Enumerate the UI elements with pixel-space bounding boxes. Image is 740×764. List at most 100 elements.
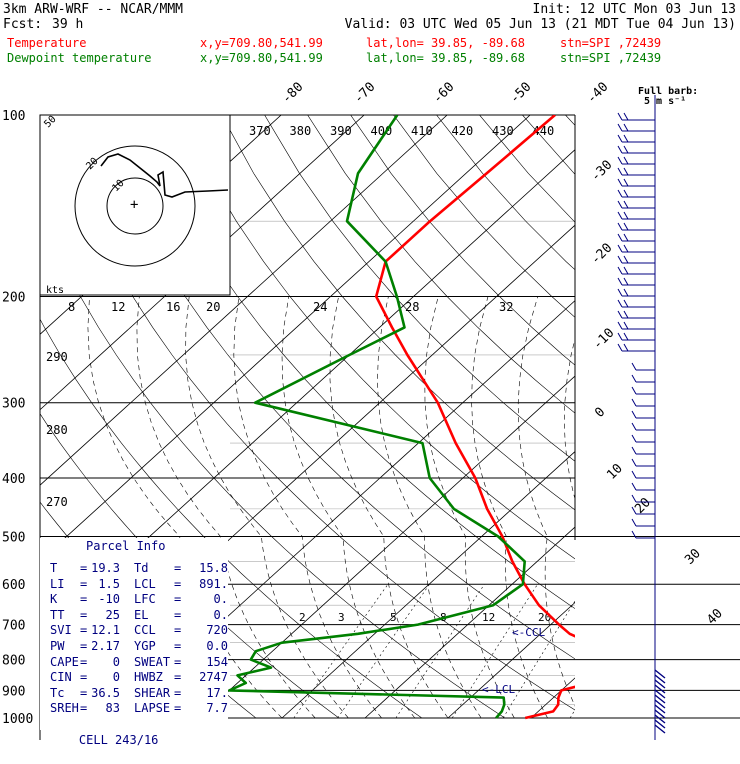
parcel-v1: 0 xyxy=(113,655,120,671)
wind-barb-flag xyxy=(624,278,628,285)
wind-barb-flag xyxy=(618,201,622,208)
parcel-equals: = xyxy=(80,655,87,671)
parcel-v2: 891. xyxy=(199,577,228,593)
wind-barb-flag xyxy=(624,234,628,241)
parcel-v2: 0. xyxy=(214,608,228,624)
wind-barb-flag xyxy=(632,435,636,442)
wind-barb-flag xyxy=(624,300,628,307)
isotherm-label: -40 xyxy=(584,80,611,107)
theta-label: 390 xyxy=(330,124,352,138)
parcel-equals: = xyxy=(174,639,181,655)
wind-barb-flag xyxy=(618,124,622,131)
parcel-l1: Tc xyxy=(50,686,64,702)
pressure-label-100: 100 xyxy=(2,109,25,124)
pressure-label-500: 500 xyxy=(2,530,25,545)
wind-barb-flag xyxy=(624,322,628,329)
theta-label: 370 xyxy=(249,124,271,138)
theta-left-label: 270 xyxy=(46,495,68,509)
parcel-l1: K xyxy=(50,592,57,608)
theta-label: 430 xyxy=(492,124,514,138)
parcel-equals: = xyxy=(174,608,181,624)
parcel-l1: SVI xyxy=(50,623,72,639)
parcel-v2: 720 xyxy=(206,623,228,639)
parcel-l1: LI xyxy=(50,577,64,593)
wind-barb-flag xyxy=(624,168,628,175)
isotherm-label: -20 xyxy=(588,241,615,268)
isotherm-label: -80 xyxy=(279,80,306,107)
parcel-v1: 36.5 xyxy=(91,686,120,702)
dry-adiabat xyxy=(222,115,740,718)
lcl-marker: <-LCL xyxy=(482,683,515,696)
isotherm xyxy=(199,115,740,718)
isotherm-label: -10 xyxy=(590,326,617,353)
wind-barb-flag xyxy=(624,212,628,219)
wind-barb-flag xyxy=(618,311,622,318)
parcel-equals: = xyxy=(80,608,87,624)
wind-barb-flag xyxy=(618,267,622,274)
mixing-ratio-label: 28 xyxy=(405,300,419,314)
wind-barb-flag xyxy=(624,289,628,296)
wind-barb-flag xyxy=(618,245,622,252)
pressure-label-700: 700 xyxy=(2,619,25,634)
isotherm xyxy=(697,115,740,718)
wind-barb-flag xyxy=(632,363,636,370)
dry-adiabat xyxy=(351,115,740,718)
isotherm xyxy=(365,115,740,718)
barb-legend-line2: 5 m s⁻¹ xyxy=(644,96,686,107)
mixing-ratio-line xyxy=(338,584,430,718)
dry-adiabat xyxy=(522,115,740,718)
mixing-ratio-low-label: 5 xyxy=(390,611,397,624)
parcel-l2: EL xyxy=(134,608,148,624)
mixing-ratio-low-label: 20 xyxy=(538,611,551,624)
dewpoint-trace xyxy=(229,115,524,718)
isotherm-label: 0 xyxy=(592,405,608,421)
mixing-ratio-low-label: 12 xyxy=(482,611,495,624)
parcel-equals: = xyxy=(174,592,181,608)
parcel-v1: 1.5 xyxy=(98,577,120,593)
moist-adiabat xyxy=(282,297,415,719)
isotherm-label: -50 xyxy=(507,80,534,107)
parcel-l1: T xyxy=(50,561,57,577)
parcel-v1: 83 xyxy=(106,701,120,717)
wind-barb-flag xyxy=(624,124,628,131)
wind-barb-flag xyxy=(624,190,628,197)
wind-barb-flag xyxy=(632,519,636,526)
wind-barb-flag xyxy=(624,201,628,208)
pressure-label-1000: 1000 xyxy=(2,712,33,727)
wind-barb-flag xyxy=(624,223,628,230)
parcel-l2: LAPSE xyxy=(134,701,170,717)
mixing-ratio-label: 16 xyxy=(166,300,180,314)
isotherm-label: -30 xyxy=(588,158,615,185)
parcel-equals: = xyxy=(174,623,181,639)
parcel-v1: 2.17 xyxy=(91,639,120,655)
wind-barb-flag xyxy=(618,289,622,296)
hodograph-center: + xyxy=(130,197,138,213)
mixing-ratio-label: 24 xyxy=(313,300,327,314)
mixing-ratio-line xyxy=(570,584,648,718)
parcel-l2: LCL xyxy=(134,577,156,593)
parcel-equals: = xyxy=(174,561,181,577)
wind-barb-flag xyxy=(618,223,622,230)
isotherm xyxy=(614,115,740,718)
parcel-l2: SWEAT xyxy=(134,655,170,671)
parcel-l1: PW xyxy=(50,639,64,655)
theta-left-label: 280 xyxy=(46,423,68,437)
wind-barb-flag xyxy=(618,179,622,186)
temperature-trace xyxy=(376,115,607,718)
parcel-l1: CIN xyxy=(50,670,72,686)
parcel-v2: 0. xyxy=(214,592,228,608)
parcel-v1: -10 xyxy=(98,592,120,608)
isotherm-label: -70 xyxy=(351,80,378,107)
wind-barb-flag xyxy=(618,278,622,285)
parcel-l1: SREH xyxy=(50,701,79,717)
wind-barb-flag xyxy=(618,212,622,219)
parcel-equals: = xyxy=(174,701,181,717)
parcel-equals: = xyxy=(80,577,87,593)
parcel-info-title: Parcel Info xyxy=(86,539,165,555)
wind-barb-flag xyxy=(618,234,622,241)
mixing-ratio-low-label: 2 xyxy=(299,611,306,624)
